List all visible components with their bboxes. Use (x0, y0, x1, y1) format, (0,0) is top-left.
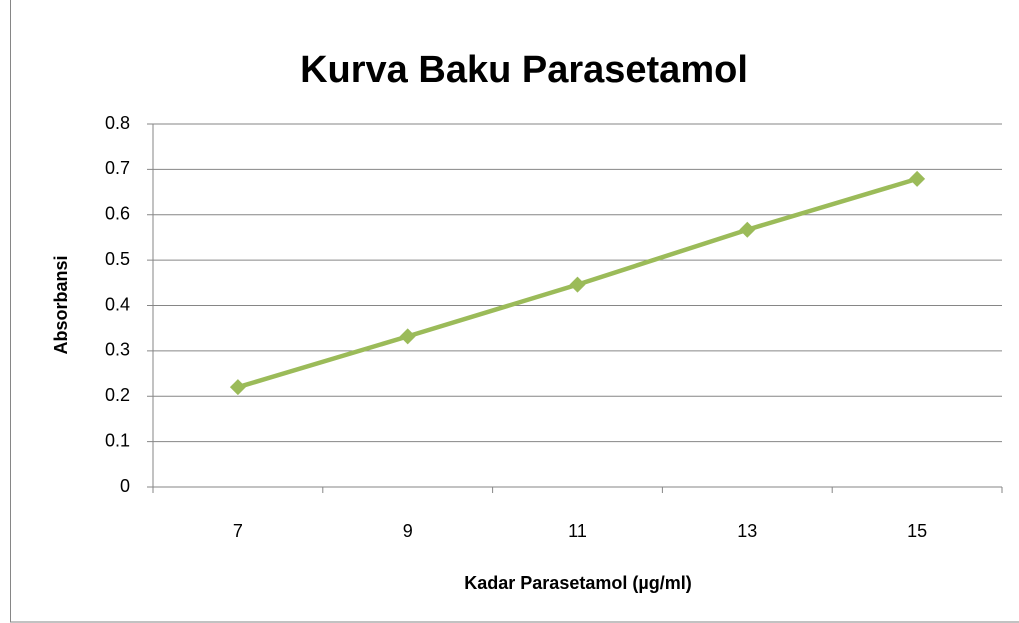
y-tick-label: 0.6 (105, 204, 130, 224)
x-tick-label: 15 (907, 521, 927, 541)
data-marker (399, 328, 416, 345)
chart-title: Kurva Baku Parasetamol (300, 49, 748, 91)
x-tick-label: 7 (233, 521, 243, 541)
data-marker (909, 170, 926, 187)
y-tick-label: 0.8 (105, 113, 130, 133)
x-tick-label: 11 (568, 521, 587, 541)
y-tick-label: 0.3 (105, 340, 130, 360)
y-axis-title: Absorbansi (51, 255, 71, 354)
y-tick-label: 0.4 (105, 294, 130, 314)
y-tick-label: 0.1 (105, 430, 130, 450)
y-tick-label: 0.5 (105, 249, 130, 269)
y-tick-label: 0 (120, 476, 130, 496)
data-marker (739, 221, 756, 238)
data-marker (569, 276, 586, 293)
data-marker (229, 379, 246, 396)
y-tick-label: 0.7 (105, 158, 130, 178)
chart-frame (10, 0, 1019, 623)
x-tick-label: 13 (737, 521, 757, 541)
y-tick-label: 0.2 (105, 385, 130, 405)
x-tick-label: 9 (403, 521, 413, 541)
x-axis-title: Kadar Parasetamol (µg/ml) (464, 573, 691, 593)
